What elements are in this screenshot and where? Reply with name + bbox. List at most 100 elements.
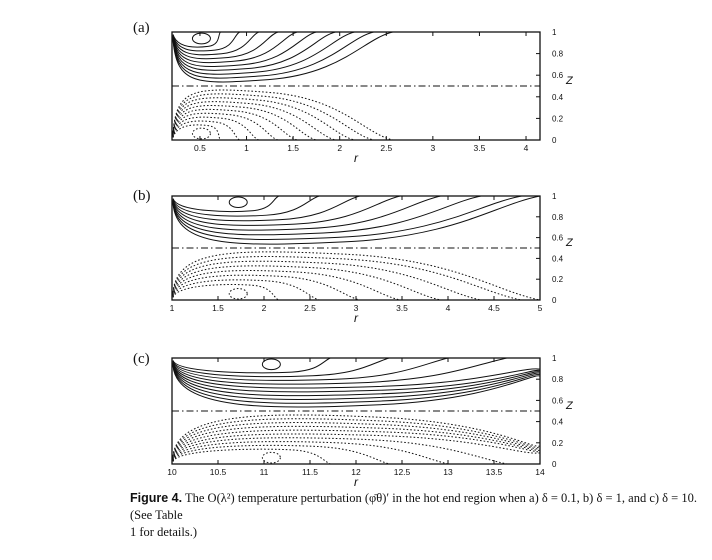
contour-solid — [172, 195, 360, 222]
y-axis-label: Z — [565, 75, 574, 87]
y-tick-label: 0.4 — [552, 254, 564, 263]
contour-dotted — [172, 444, 390, 465]
y-tick-label: 0.8 — [552, 50, 564, 59]
contour-dotted — [172, 124, 221, 141]
y-tick-label: 0.6 — [552, 234, 564, 243]
y-tick-label: 0 — [552, 296, 557, 305]
contour-dotted — [172, 279, 320, 301]
panel-b: 1 1.5 2 2.5 3 3.5 4 4.5 5 r 0 0.2 0.4 0.6 0.8 1 Z — [170, 192, 574, 325]
y-tick-label: 0.8 — [552, 375, 564, 384]
contour-dotted — [172, 97, 355, 141]
caption-line-2: 1 for details.) — [130, 525, 197, 539]
contour-dotted — [172, 448, 331, 465]
x-tick-label: 4 — [524, 143, 529, 153]
x-tick-label: 2.5 — [304, 303, 316, 313]
contour-dotted — [172, 265, 441, 301]
panel-c: 10 10.5 11 11.5 12 12.5 13 13.5 14 r 0 0.2 0.4 0.6 0.8… — [167, 354, 574, 489]
x-tick-label: 10 — [167, 467, 177, 477]
y-tick-label: 1 — [552, 192, 557, 201]
x-tick-label: 3 — [430, 143, 435, 153]
x-tick-label: 13.5 — [486, 467, 503, 477]
contour-solid — [172, 357, 449, 381]
contour-solid — [172, 195, 441, 231]
y-tick-label: 0.2 — [552, 275, 564, 284]
panel-a-label: (a) — [133, 20, 150, 36]
contour-solid — [172, 31, 298, 64]
contour-dotted — [172, 429, 541, 459]
contour-solid — [172, 195, 541, 245]
x-tick-label: 1 — [170, 303, 175, 313]
contour-solid-core — [191, 32, 211, 45]
x-tick-label: 1.5 — [212, 303, 224, 313]
y-tick-label: 0.6 — [552, 396, 564, 405]
contour-dotted — [172, 116, 260, 141]
x-axis-label: r — [354, 311, 359, 325]
y-tick-label: 1 — [552, 28, 557, 37]
contour-dotted — [172, 425, 541, 459]
contour-dotted — [172, 274, 360, 301]
contour-solid — [172, 31, 336, 71]
panel-c-label: (c) — [133, 351, 150, 367]
contour-solid — [172, 31, 279, 60]
contour-dotted — [172, 418, 541, 457]
x-tick-label: 1 — [244, 143, 249, 153]
y-tick-label: 0.8 — [552, 213, 564, 222]
contour-solid — [172, 31, 374, 79]
x-tick-label: 2 — [262, 303, 267, 313]
y-tick-label: 0.2 — [552, 439, 564, 448]
contour-dotted — [172, 112, 279, 141]
x-tick-label: 1.5 — [287, 143, 299, 153]
x-tick-label: 4.5 — [488, 303, 500, 313]
contour-solid — [172, 195, 279, 212]
contour-solid — [172, 195, 482, 236]
y-tick-label: 0.6 — [552, 71, 564, 80]
x-tick-label: 0.5 — [194, 143, 206, 153]
contour-dotted — [172, 120, 240, 141]
contour-dotted — [172, 108, 298, 141]
x-tick-label: 5 — [538, 303, 543, 313]
contour-dotted — [172, 414, 541, 457]
contour-dotted — [172, 260, 482, 301]
contour-solid — [172, 364, 541, 400]
x-tick-label: 11 — [260, 467, 269, 477]
contour-solid — [172, 31, 355, 75]
contour-solid — [172, 363, 541, 397]
contour-solid — [172, 195, 522, 240]
x-tick-label: 4 — [446, 303, 451, 313]
y-tick-label: 0 — [552, 136, 557, 145]
caption-line-1: The O(λ²) temperature perturbation (φ̄θ)… — [130, 491, 697, 522]
contour-dotted — [172, 270, 401, 301]
figure-caption: Figure 4. The O(λ²) temperature perturba… — [130, 490, 700, 541]
contour-solid — [172, 31, 240, 52]
x-tick-label: 12.5 — [394, 467, 411, 477]
x-axis-label: r — [354, 475, 359, 489]
y-tick-label: 0.4 — [552, 418, 564, 427]
y-tick-label: 0.2 — [552, 114, 564, 123]
x-tick-label: 3.5 — [396, 303, 408, 313]
contour-solid — [172, 365, 541, 404]
x-tick-label: 3.5 — [474, 143, 486, 153]
contour-dotted — [172, 251, 541, 301]
contour-solid — [172, 31, 221, 48]
contour-solid — [172, 363, 541, 393]
contour-dotted — [172, 433, 541, 460]
contour-dotted — [172, 105, 317, 141]
contour-dotted-core — [191, 127, 211, 140]
panel-a: 0.5 1 1.5 2 2.5 3 3.5 4 r 0 0.2 0.4 0.6 0.8 1 Z — [171, 28, 574, 165]
contour-solid — [172, 365, 541, 408]
contour-dotted — [172, 422, 541, 458]
panel-b-label: (b) — [133, 188, 151, 204]
y-tick-label: 1 — [552, 354, 557, 363]
y-tick-label: 0 — [552, 460, 557, 469]
contour-solid — [172, 357, 390, 378]
contour-dotted — [172, 284, 279, 301]
x-tick-label: 2.5 — [380, 143, 392, 153]
contour-dotted — [172, 256, 522, 301]
x-tick-label: 14 — [535, 467, 545, 477]
contour-solid-core — [228, 196, 248, 208]
contour-solid — [172, 362, 541, 389]
contour-solid — [172, 31, 260, 56]
y-tick-label: 0.4 — [552, 93, 564, 102]
contour-dotted — [172, 101, 336, 141]
